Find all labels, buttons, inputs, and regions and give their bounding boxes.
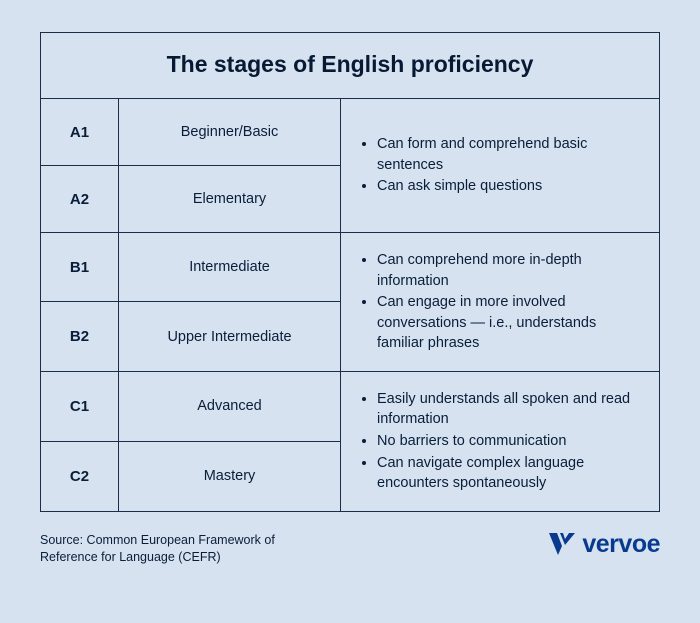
group-b-levels: B1 Intermediate B2 Upper Intermediate [41, 233, 341, 371]
vervoe-logo-icon [548, 531, 576, 557]
level-row-b1: B1 Intermediate [41, 233, 341, 302]
group-a: A1 Beginner/Basic A2 Elementary Can form… [41, 99, 659, 233]
level-code: B2 [41, 302, 119, 370]
group-b: B1 Intermediate B2 Upper Intermediate Ca… [41, 233, 659, 372]
source-text: Source: Common European Framework of Ref… [40, 532, 320, 567]
bullet: Can ask simple questions [377, 176, 641, 197]
level-code: B1 [41, 233, 119, 301]
bullet: Can comprehend more in-depth information [377, 250, 641, 291]
group-b-desc: Can comprehend more in-depth information… [341, 233, 659, 371]
level-code: C2 [41, 442, 119, 511]
level-label: Mastery [119, 442, 341, 511]
bullet: Can form and comprehend basic sentences [377, 134, 641, 175]
level-row-a1: A1 Beginner/Basic [41, 99, 341, 166]
level-code: C1 [41, 372, 119, 441]
level-code: A2 [41, 166, 119, 232]
bullet: No barriers to communication [377, 431, 641, 452]
group-c: C1 Advanced C2 Mastery Easily understand… [41, 372, 659, 511]
level-label: Intermediate [119, 233, 341, 301]
level-code: A1 [41, 99, 119, 165]
bullet: Can navigate complex language encounters… [377, 453, 641, 494]
footer: Source: Common European Framework of Ref… [40, 532, 660, 567]
group-a-desc: Can form and comprehend basic sentences … [341, 99, 659, 232]
level-label: Beginner/Basic [119, 99, 341, 165]
level-label: Advanced [119, 372, 341, 441]
level-row-c1: C1 Advanced [41, 372, 341, 442]
vervoe-logo: vervoe [548, 530, 660, 559]
table-title: The stages of English proficiency [51, 51, 649, 78]
bullet: Easily understands all spoken and read i… [377, 389, 641, 430]
level-label: Upper Intermediate [119, 302, 341, 370]
group-c-levels: C1 Advanced C2 Mastery [41, 372, 341, 511]
logo-text: vervoe [582, 530, 660, 559]
level-row-c2: C2 Mastery [41, 442, 341, 511]
level-row-a2: A2 Elementary [41, 166, 341, 232]
proficiency-table: The stages of English proficiency A1 Beg… [40, 32, 660, 512]
bullet: Can engage in more involved conversation… [377, 292, 641, 354]
level-label: Elementary [119, 166, 341, 232]
group-c-desc: Easily understands all spoken and read i… [341, 372, 659, 511]
group-a-levels: A1 Beginner/Basic A2 Elementary [41, 99, 341, 232]
table-title-row: The stages of English proficiency [41, 33, 659, 99]
level-row-b2: B2 Upper Intermediate [41, 302, 341, 370]
